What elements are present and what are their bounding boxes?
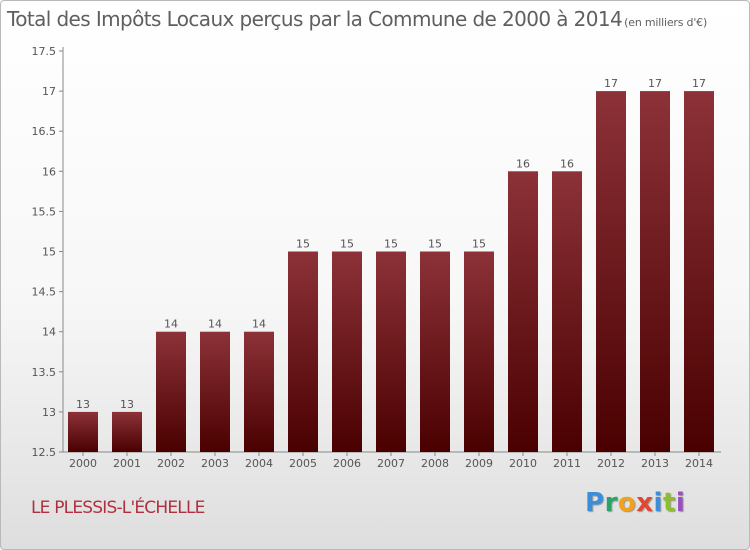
- logo-letter: o: [617, 488, 637, 518]
- y-tick-label: 14: [42, 326, 56, 339]
- y-tick-label: 12.5: [32, 446, 57, 459]
- commune-name: LE PLESSIS-L'ÉCHELLE: [31, 498, 205, 518]
- bar: [244, 331, 274, 452]
- x-tick-label: 2008: [421, 457, 449, 470]
- y-tick-label: 15: [42, 246, 56, 259]
- bar: [332, 251, 362, 452]
- bar: [68, 411, 98, 452]
- x-tick-label: 2005: [289, 457, 317, 470]
- y-tick-label: 17.5: [32, 45, 57, 58]
- data-label: 15: [340, 238, 354, 251]
- bar: [376, 251, 406, 452]
- x-tick-label: 2003: [201, 457, 229, 470]
- y-tick-label: 13.5: [32, 366, 57, 379]
- logo-letter: i: [675, 488, 686, 518]
- bar: [640, 91, 670, 452]
- bar: [464, 251, 494, 452]
- data-label: 14: [164, 318, 178, 331]
- data-label: 14: [252, 318, 266, 331]
- x-tick-label: 2006: [333, 457, 361, 470]
- logo-letter: r: [604, 488, 618, 518]
- data-label: 16: [560, 157, 574, 170]
- data-label: 15: [296, 238, 310, 251]
- x-tick-label: 2012: [597, 457, 625, 470]
- data-label: 17: [604, 77, 618, 90]
- data-label: 13: [120, 398, 134, 411]
- bar: [552, 171, 582, 453]
- x-tick-label: 2004: [245, 457, 273, 470]
- bar: [200, 331, 230, 452]
- y-tick-label: 17: [42, 85, 56, 98]
- chart-title: Total des Impôts Locaux perçus par la Co…: [7, 7, 707, 31]
- x-tick-label: 2011: [553, 457, 581, 470]
- x-tick-label: 2001: [113, 457, 141, 470]
- x-tick-label: 2000: [69, 457, 97, 470]
- bar: [508, 171, 538, 453]
- logo-letter: t: [662, 488, 676, 518]
- y-tick-label: 16: [42, 165, 56, 178]
- chart-title-text: Total des Impôts Locaux perçus par la Co…: [7, 7, 623, 31]
- proxiti-logo: Proxiti: [585, 488, 685, 518]
- x-tick-label: 2014: [685, 457, 713, 470]
- bar: [156, 331, 186, 452]
- x-tick-label: 2013: [641, 457, 669, 470]
- bar: [684, 91, 714, 452]
- logo-letter: P: [585, 488, 605, 518]
- data-label: 16: [516, 157, 530, 170]
- bar: [112, 411, 142, 452]
- y-tick-label: 13: [42, 406, 56, 419]
- logo-letter: i: [653, 488, 663, 518]
- bar: [420, 251, 450, 452]
- x-tick-label: 2002: [157, 457, 185, 470]
- y-tick-label: 15.5: [32, 205, 57, 218]
- data-label: 17: [692, 77, 706, 90]
- x-tick-label: 2009: [465, 457, 493, 470]
- logo-letter: x: [636, 488, 654, 518]
- data-label: 13: [76, 398, 90, 411]
- x-tick-label: 2010: [509, 457, 537, 470]
- data-label: 15: [384, 238, 398, 251]
- data-label: 14: [208, 318, 222, 331]
- data-label: 17: [648, 77, 662, 90]
- data-label: 15: [428, 238, 442, 251]
- data-label: 15: [472, 238, 486, 251]
- y-tick-label: 16.5: [32, 125, 57, 138]
- x-tick-label: 2007: [377, 457, 405, 470]
- bar: [596, 91, 626, 452]
- y-tick-label: 14.5: [32, 286, 57, 299]
- chart-unit-label: (en milliers d'€): [624, 16, 708, 29]
- bar: [288, 251, 318, 452]
